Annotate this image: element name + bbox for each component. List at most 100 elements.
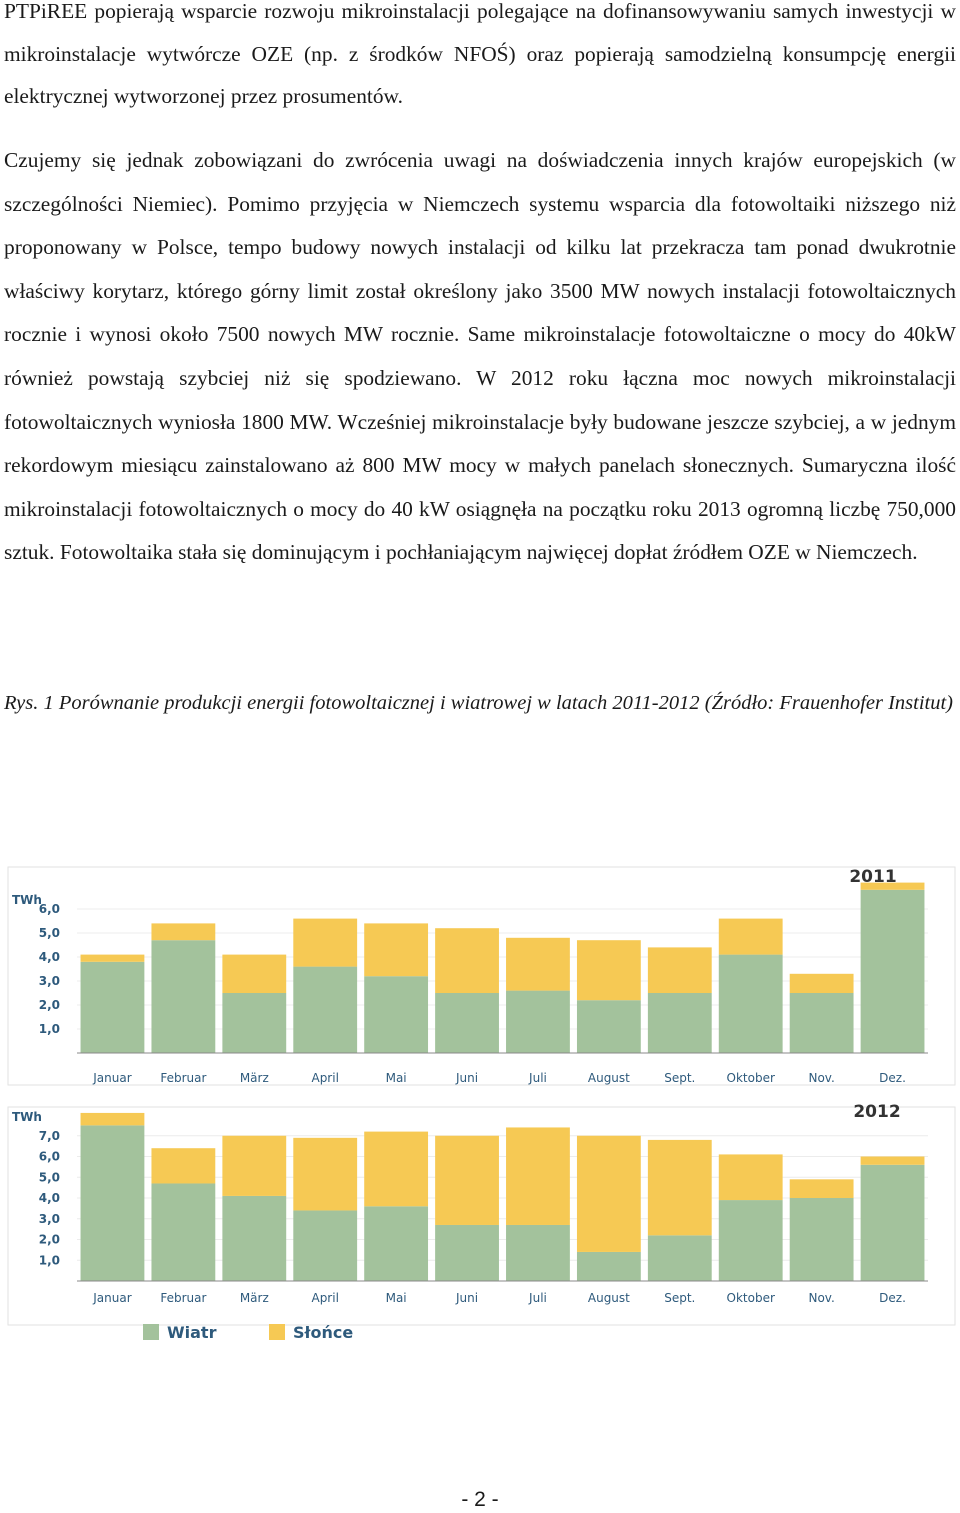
bar-solar bbox=[435, 1135, 499, 1225]
bar-wind bbox=[718, 1200, 783, 1281]
bar-solar bbox=[647, 947, 712, 993]
bar-solar bbox=[647, 1139, 712, 1236]
x-tick-label: Nov. bbox=[808, 1291, 834, 1305]
bar-wind bbox=[293, 966, 358, 1053]
y-tick-label: 2,0 bbox=[39, 998, 60, 1012]
y-tick-label: 7,0 bbox=[39, 1129, 60, 1143]
x-tick-label: Oktober bbox=[727, 1071, 775, 1085]
bar-solar bbox=[576, 1135, 641, 1252]
energy-production-chart: TWh 1,0 2,0 3,0 4,0 5,0 6,0 Januar Februar März Ap… bbox=[7, 866, 956, 1342]
bar-wind bbox=[80, 961, 145, 1053]
x-tick-label: Dez. bbox=[879, 1291, 906, 1305]
legend-label: Słońce bbox=[293, 1323, 353, 1342]
y-tick-label: 5,0 bbox=[39, 926, 60, 940]
bar-solar bbox=[789, 973, 854, 993]
y-tick-label: 2,0 bbox=[39, 1233, 60, 1247]
bar-wind bbox=[151, 1183, 216, 1281]
x-tick-label: August bbox=[588, 1291, 630, 1305]
chart-2011: TWh 1,0 2,0 3,0 4,0 5,0 6,0 Januar Februar März Ap… bbox=[12, 867, 928, 1085]
bar-wind bbox=[860, 1164, 925, 1281]
x-tick-label: Februar bbox=[160, 1071, 206, 1085]
x-tick-label: August bbox=[588, 1071, 630, 1085]
y-tick-label: 1,0 bbox=[39, 1022, 60, 1036]
legend-swatch bbox=[143, 1324, 159, 1340]
bar-wind bbox=[860, 889, 925, 1053]
y-axis-unit-label: TWh bbox=[12, 1110, 42, 1124]
y-tick-label: 6,0 bbox=[39, 902, 60, 916]
bar-wind bbox=[222, 993, 287, 1053]
bar-solar bbox=[364, 923, 429, 977]
y-axis-unit-label: TWh bbox=[12, 893, 42, 907]
x-tick-label: Dez. bbox=[879, 1071, 906, 1085]
chart-title: 2012 bbox=[853, 1102, 900, 1122]
x-tick-label: Januar bbox=[92, 1291, 131, 1305]
y-tick-label: 1,0 bbox=[39, 1253, 60, 1267]
y-tick-label: 3,0 bbox=[39, 974, 60, 988]
bar-solar bbox=[222, 1135, 287, 1196]
bar-wind bbox=[718, 954, 783, 1053]
bar-wind bbox=[576, 1000, 641, 1053]
x-tick-label: Nov. bbox=[808, 1071, 834, 1085]
x-tick-label: Mai bbox=[386, 1291, 407, 1305]
bar-wind bbox=[435, 1224, 499, 1281]
bar-wind bbox=[364, 1206, 429, 1281]
bar-wind bbox=[576, 1251, 641, 1281]
bar-wind bbox=[364, 976, 429, 1053]
page-number: - 2 - bbox=[461, 1488, 499, 1511]
legend-label: Wiatr bbox=[167, 1323, 217, 1342]
y-tick-label: 3,0 bbox=[39, 1212, 60, 1226]
bar-wind bbox=[647, 993, 712, 1053]
chart-title: 2011 bbox=[849, 867, 896, 887]
bar-solar bbox=[222, 954, 287, 993]
x-tick-label: Juni bbox=[455, 1071, 478, 1085]
x-tick-label: Februar bbox=[160, 1291, 206, 1305]
bar-solar bbox=[151, 1148, 216, 1184]
paragraph-2: Czujemy się jednak zobowiązani do zwróce… bbox=[4, 148, 956, 565]
x-tick-label: Juli bbox=[528, 1071, 547, 1085]
x-tick-label: Oktober bbox=[727, 1291, 775, 1305]
y-tick-label: 4,0 bbox=[39, 1191, 60, 1205]
bar-solar bbox=[860, 1156, 925, 1165]
y-tick-label: 4,0 bbox=[39, 950, 60, 964]
legend-swatch bbox=[269, 1324, 285, 1340]
bar-solar bbox=[718, 918, 783, 955]
bar-wind bbox=[506, 1224, 570, 1281]
bar-solar bbox=[506, 1127, 570, 1225]
bar-solar bbox=[860, 882, 925, 890]
x-tick-label: Juli bbox=[528, 1291, 547, 1305]
bar-solar bbox=[789, 1179, 854, 1198]
bar-wind bbox=[647, 1235, 712, 1281]
x-tick-label: April bbox=[311, 1291, 338, 1305]
y-tick-label: 5,0 bbox=[39, 1170, 60, 1184]
bar-solar bbox=[718, 1154, 783, 1201]
bar-wind bbox=[789, 993, 854, 1053]
x-tick-label: März bbox=[240, 1071, 269, 1085]
bar-solar bbox=[364, 1131, 429, 1207]
x-tick-label: Sept. bbox=[664, 1071, 695, 1085]
x-tick-label: April bbox=[311, 1071, 338, 1085]
bar-wind bbox=[293, 1210, 358, 1281]
x-tick-label: Mai bbox=[386, 1071, 407, 1085]
paragraph-1: PTPiREE popierają wsparcie rozwoju mikro… bbox=[4, 0, 956, 108]
x-tick-label: Sept. bbox=[664, 1291, 695, 1305]
bar-wind bbox=[506, 990, 570, 1053]
bar-solar bbox=[151, 923, 216, 941]
bar-wind bbox=[435, 993, 499, 1053]
bar-solar bbox=[80, 1112, 145, 1126]
figure-caption: Rys. 1 Porównanie produkcji energii foto… bbox=[4, 692, 954, 714]
bar-solar bbox=[506, 937, 570, 991]
bar-solar bbox=[576, 940, 641, 1001]
bar-solar bbox=[80, 954, 145, 962]
y-tick-label: 6,0 bbox=[39, 1150, 60, 1164]
bar-solar bbox=[293, 1137, 358, 1211]
bar-wind bbox=[151, 940, 216, 1053]
bar-solar bbox=[435, 928, 499, 993]
bar-wind bbox=[789, 1198, 854, 1281]
x-tick-label: März bbox=[240, 1291, 269, 1305]
chart-2012: TWh 1,0 2,0 3,0 4,0 5,0 6,0 7,0 Januar Februar Mär… bbox=[12, 1102, 928, 1305]
x-tick-label: Juni bbox=[455, 1291, 478, 1305]
bar-wind bbox=[80, 1125, 145, 1281]
chart-legend: Wiatr Słońce bbox=[143, 1323, 353, 1342]
bar-solar bbox=[293, 918, 358, 967]
x-tick-label: Januar bbox=[92, 1071, 131, 1085]
